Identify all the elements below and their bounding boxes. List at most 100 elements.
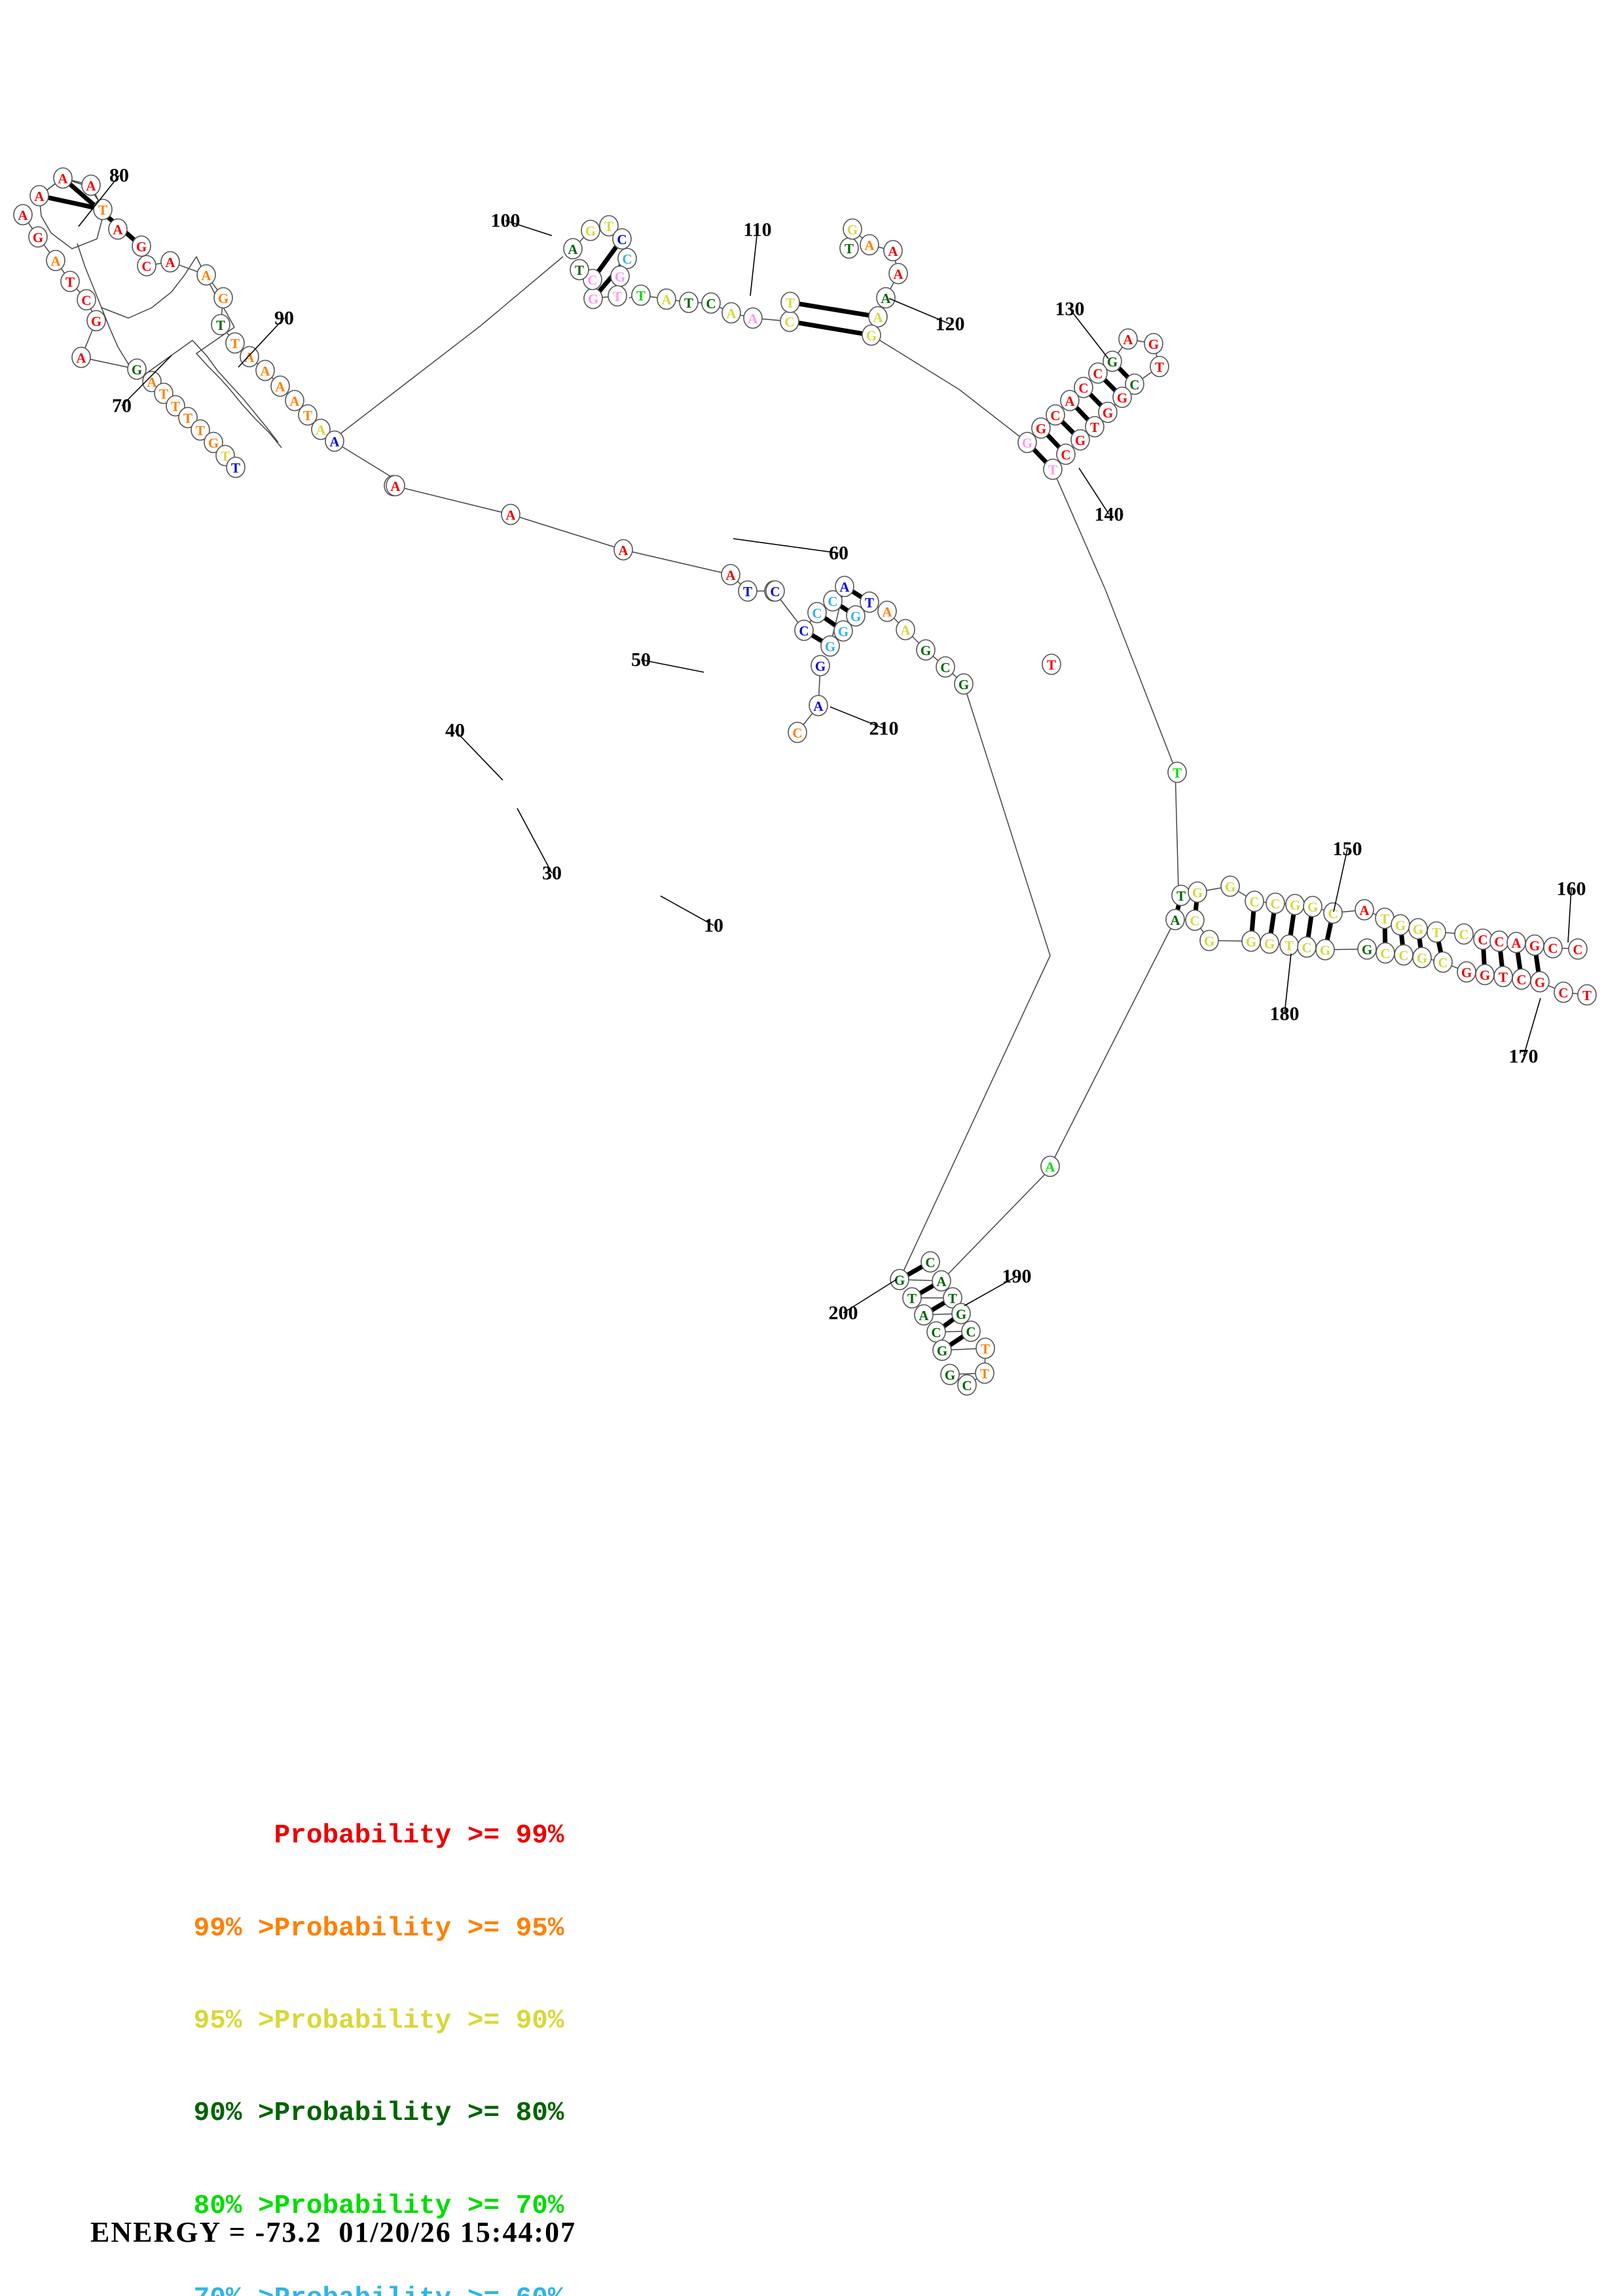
position-label: 190 (1002, 1266, 1032, 1287)
svg-text:G: G (825, 639, 835, 655)
svg-text:A: A (165, 255, 175, 270)
svg-text:A: A (661, 292, 672, 308)
svg-text:G: G (136, 239, 147, 255)
svg-text:C: C (962, 1378, 972, 1393)
svg-text:A: A (244, 350, 255, 365)
svg-text:C: C (828, 594, 837, 609)
svg-text:T: T (1380, 911, 1389, 927)
svg-text:C: C (81, 293, 91, 308)
svg-text:A: A (873, 310, 883, 325)
svg-text:G: G (838, 624, 848, 639)
position-label: 140 (1095, 504, 1124, 526)
svg-text:C: C (706, 296, 716, 312)
svg-text:A: A (888, 243, 898, 259)
svg-text:T: T (684, 295, 693, 311)
svg-text:A: A (881, 291, 891, 306)
svg-text:T: T (221, 448, 230, 464)
svg-text:G: G (921, 643, 931, 658)
position-label: 50 (631, 649, 651, 671)
svg-text:A: A (618, 543, 629, 558)
svg-text:C: C (617, 232, 627, 247)
svg-text:A: A (748, 311, 758, 327)
svg-text:C: C (1516, 972, 1526, 988)
svg-text:T: T (1155, 359, 1164, 375)
svg-text:A: A (86, 178, 96, 194)
svg-text:A: A (1359, 903, 1370, 918)
legend-row-text: Probability >= 60% (274, 2284, 564, 2296)
svg-text:C: C (1190, 913, 1199, 929)
position-label: 30 (542, 863, 562, 884)
svg-text:A: A (1065, 393, 1075, 409)
position-label: 150 (1333, 838, 1362, 860)
svg-text:G: G (1107, 354, 1118, 370)
svg-text:G: G (1529, 938, 1540, 954)
svg-text:A: A (260, 363, 270, 379)
legend-row-text: Probability >= 90% (274, 2005, 564, 2036)
position-label: 10 (704, 915, 723, 937)
position-label: 90 (274, 308, 294, 329)
probability-legend: Probability >= 99% 99% >Probability >= 9… (97, 1790, 883, 2296)
svg-text:T: T (636, 288, 646, 304)
svg-text:C: C (931, 1325, 941, 1340)
svg-text:C: C (1398, 948, 1408, 963)
svg-text:T: T (981, 1341, 990, 1357)
svg-text:C: C (1328, 906, 1338, 922)
svg-text:T: T (604, 219, 613, 234)
svg-text:C: C (587, 272, 597, 288)
svg-text:T: T (1432, 925, 1441, 941)
svg-text:G: G (1413, 922, 1423, 937)
svg-text:T: T (303, 408, 312, 423)
svg-text:G: G (1036, 421, 1046, 437)
svg-text:C: C (1573, 942, 1582, 958)
svg-text:A: A (50, 253, 61, 269)
svg-text:A: A (725, 567, 736, 583)
svg-text:A: A (893, 266, 903, 282)
svg-text:G: G (1225, 879, 1235, 895)
svg-text:G: G (958, 677, 969, 692)
svg-text:A: A (34, 188, 45, 204)
svg-text:A: A (505, 507, 516, 523)
svg-text:C: C (1548, 941, 1558, 956)
svg-text:C: C (1249, 894, 1259, 910)
svg-text:T: T (865, 595, 874, 611)
svg-text:C: C (1478, 932, 1487, 948)
svg-text:A: A (864, 238, 875, 253)
legend-row-lead: 80% > (193, 2191, 274, 2221)
svg-text:G: G (585, 223, 596, 239)
svg-text:A: A (329, 434, 340, 450)
svg-text:A: A (390, 478, 401, 494)
svg-text:G: G (588, 291, 598, 307)
svg-text:T: T (845, 241, 854, 257)
svg-text:T: T (613, 289, 622, 304)
svg-text:C: C (1050, 408, 1060, 423)
svg-text:G: G (956, 1306, 966, 1322)
svg-text:G: G (1461, 965, 1472, 980)
svg-text:G: G (1535, 975, 1545, 990)
legend-row-text: Probability >= 80% (274, 2098, 564, 2129)
svg-text:G: G (33, 230, 43, 245)
svg-text:T: T (1499, 969, 1508, 985)
energy-footer: ENERGY = -73.2 01/20/26 15:44:07 (90, 2216, 577, 2248)
svg-text:C: C (1061, 447, 1070, 463)
position-label: 60 (829, 543, 848, 564)
svg-text:G: G (847, 222, 858, 238)
svg-text:T: T (907, 1291, 917, 1306)
svg-text:C: C (792, 725, 802, 741)
svg-text:G: G (132, 362, 142, 378)
svg-text:A: A (1123, 332, 1133, 348)
svg-text:A: A (900, 622, 911, 638)
svg-text:T: T (231, 460, 240, 476)
svg-text:C: C (1459, 927, 1468, 942)
svg-text:C: C (966, 1324, 976, 1340)
svg-text:G: G (218, 291, 228, 306)
svg-text:G: G (1204, 933, 1214, 949)
position-label-layer: 10 30 40 50 60 70 80 90 100 110 120 130 140 150 160 170… (78, 165, 1586, 1324)
legend-row-lead: 90% > (193, 2098, 274, 2129)
svg-text:T: T (1047, 657, 1056, 673)
svg-text:C: C (1380, 946, 1390, 961)
svg-text:C: C (770, 584, 780, 600)
svg-text:T: T (1176, 888, 1186, 904)
svg-text:C: C (1129, 377, 1139, 393)
svg-text:G: G (1246, 934, 1256, 950)
